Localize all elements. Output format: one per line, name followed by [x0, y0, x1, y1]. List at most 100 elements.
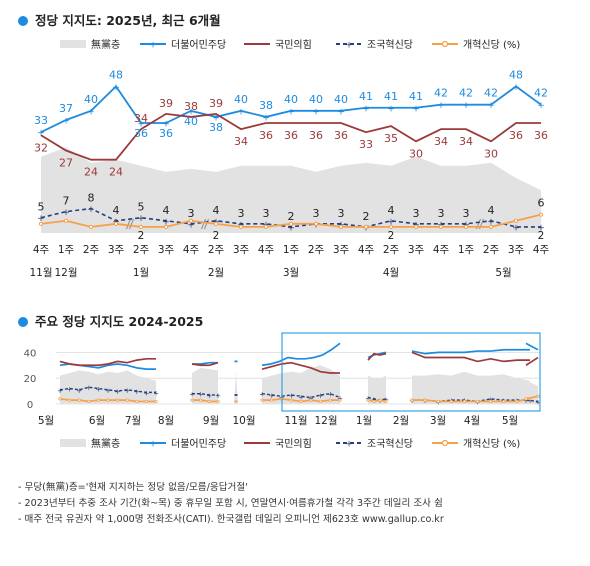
- data-label-dem: 36: [134, 127, 148, 140]
- point-marker-reform: [154, 399, 158, 404]
- point-marker-reform: [515, 399, 519, 404]
- data-label-rebuild: 3: [338, 207, 345, 220]
- point-marker-reform: [113, 221, 119, 226]
- point-marker-reform: [270, 398, 274, 402]
- series-line-rebuild: [59, 386, 156, 394]
- data-label-ppp: 30: [409, 147, 423, 160]
- point-marker-rebuild: +: [105, 387, 111, 395]
- x-tick-label: 1주: [458, 244, 475, 256]
- point-marker-reform: [216, 399, 220, 404]
- data-label-dem: 40: [334, 93, 348, 106]
- x-month-label: 1월: [356, 415, 372, 427]
- none-area-shape: [60, 370, 156, 404]
- chart2-recent-highlight-box: [281, 332, 541, 412]
- data-label-rebuild: 5: [38, 201, 45, 214]
- point-marker-rebuild: +: [527, 397, 533, 405]
- point-marker-reform: [288, 221, 294, 226]
- plus-marker-icon: +: [149, 440, 157, 450]
- point-marker-reform: [502, 399, 506, 404]
- chart1-title-text: 정당 지지도: 2025년, 최근 6개월: [35, 13, 221, 28]
- point-marker-dem: +: [412, 104, 420, 114]
- series-line-rebuild: [192, 392, 218, 396]
- chart2-x-axis: 5월 6월 7월 8월 9월 10월 11월 12월 1월 2월 3월 4월 5월: [38, 415, 518, 427]
- series-line-reform: [525, 395, 539, 400]
- point-marker-rebuild: +: [535, 398, 541, 406]
- point-marker-reform: [449, 399, 453, 404]
- data-label-rebuild: 2: [288, 210, 295, 223]
- series-line-ppp: [40, 112, 541, 161]
- point-marker-rebuild: +: [537, 223, 545, 233]
- point-marker-dem: +: [212, 113, 220, 123]
- point-marker-rebuild: +: [187, 220, 195, 230]
- point-marker-reform: [338, 398, 342, 402]
- x-month-label: 3월: [283, 267, 299, 279]
- point-marker-rebuild: +: [37, 214, 45, 224]
- chart2-legend: 無黨층 + 더불어민주당 국민의힘 + 조국혁신당 개혁신당 (%): [60, 437, 520, 450]
- point-marker-dem: +: [337, 107, 345, 117]
- data-label-ppp: 35: [384, 132, 398, 145]
- legend-label-dem: 더불어민주당: [171, 39, 226, 51]
- data-label-rebuild: 5: [138, 201, 145, 214]
- data-label-ppp: 36: [259, 129, 273, 142]
- x-tick-label: 4주: [183, 244, 200, 256]
- y-tick-label: 40: [24, 348, 37, 359]
- data-label-ppp: 39: [159, 97, 173, 110]
- point-marker-dem: +: [37, 129, 45, 139]
- data-label-ppp: 34: [434, 135, 448, 148]
- chart2-lines: ++++++++++++++++++++++++++++++++++++++++: [57, 342, 541, 406]
- legend-label-rebuild: 조국혁신당: [367, 438, 413, 450]
- data-label-dem: 41: [359, 90, 373, 103]
- data-label-rebuild: 3: [263, 207, 270, 220]
- data-label-dem: 37: [59, 102, 73, 115]
- x-month-label: 4월: [464, 415, 480, 427]
- data-label-ppp: 24: [109, 166, 123, 179]
- chart1-title: 정당 지지도: 2025년, 최근 6개월: [18, 10, 221, 29]
- x-month-label: 11월: [284, 415, 307, 427]
- point-marker-reform: [363, 224, 369, 229]
- data-label-dem: 38: [209, 121, 223, 134]
- x-month-label: 3월: [430, 415, 446, 427]
- point-marker-reform: [68, 398, 72, 402]
- series-line-dem: [40, 84, 542, 134]
- point-marker-reform: [289, 398, 293, 402]
- data-label-dem: 36: [159, 127, 173, 140]
- legend-label-rebuild: 조국혁신당: [367, 39, 413, 51]
- point-marker-dem: +: [387, 104, 395, 114]
- data-label-rebuild: 4: [388, 204, 395, 217]
- point-marker-reform: [190, 398, 194, 402]
- x-tick-label: 3주: [108, 244, 125, 256]
- data-label-ppp: 36: [284, 129, 298, 142]
- point-marker-rebuild: +: [288, 392, 294, 400]
- x-tick-label: 3주: [408, 244, 425, 256]
- data-label-rebuild: 3: [313, 207, 320, 220]
- point-marker-reform: [328, 398, 332, 402]
- x-month-label: 5월: [38, 415, 54, 427]
- chart1-lines: ++++++++++++++++++++++++++++++++++++++++…: [37, 83, 545, 234]
- x-month-label: 5월: [502, 415, 518, 427]
- point-marker-dem: +: [512, 83, 520, 93]
- chart2-title: 주요 정당 지지도 2024-2025: [18, 311, 203, 330]
- data-label-rebuild: 4: [488, 204, 495, 217]
- point-marker-reform: [299, 399, 303, 404]
- point-marker-rebuild: +: [523, 397, 529, 405]
- x-tick-label: 2주: [83, 244, 100, 256]
- x-tick-label-top: 2: [138, 230, 145, 242]
- data-label-ppp: 34: [459, 135, 473, 148]
- point-marker-dem: +: [137, 120, 145, 130]
- point-marker-reform: [538, 212, 544, 217]
- point-marker-reform: [462, 399, 467, 404]
- x-tick-label: 2주: [383, 244, 400, 256]
- x-tick-label-top: 2: [538, 230, 545, 242]
- point-marker-rebuild: +: [206, 392, 212, 400]
- data-label-ppp: 30: [484, 147, 498, 160]
- title-bullet-icon: [18, 16, 28, 26]
- legend-label-reform: 개혁신당 (%): [463, 39, 520, 51]
- point-marker-reform: [423, 398, 427, 402]
- x-tick-label: 4주: [433, 244, 450, 256]
- legend-swatch-none: [60, 40, 86, 48]
- point-marker-rebuild: +: [269, 392, 275, 400]
- x-tick-label: 4주: [33, 244, 50, 256]
- data-label-ppp: 27: [59, 157, 73, 170]
- point-marker-rebuild: +: [115, 388, 121, 396]
